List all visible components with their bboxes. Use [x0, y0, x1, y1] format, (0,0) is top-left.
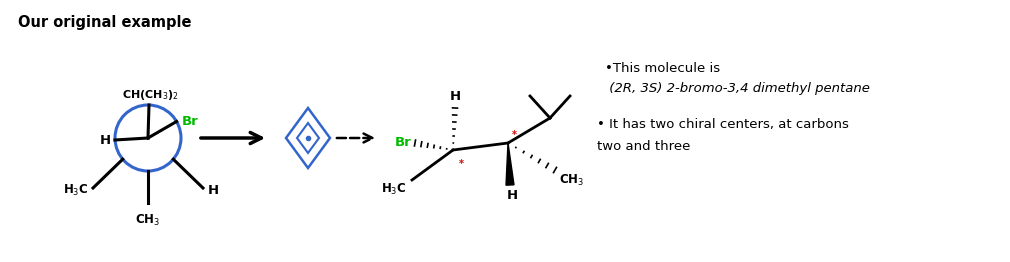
Text: Br: Br	[394, 137, 411, 150]
Text: CH$_3$: CH$_3$	[135, 213, 161, 228]
Text: two and three: two and three	[597, 140, 691, 153]
Text: CH$_3$: CH$_3$	[559, 173, 584, 188]
Text: (2R, 3S) 2-bromo-3,4 dimethyl pentane: (2R, 3S) 2-bromo-3,4 dimethyl pentane	[605, 82, 870, 95]
Text: H: H	[506, 189, 517, 202]
Text: Our original example: Our original example	[18, 15, 192, 30]
Text: •This molecule is: •This molecule is	[605, 62, 720, 75]
Text: H: H	[100, 134, 111, 146]
Text: *: *	[511, 130, 516, 140]
Text: H: H	[208, 183, 219, 196]
Text: H$_3$C: H$_3$C	[63, 182, 88, 198]
Text: CH(CH$_3$)$_2$: CH(CH$_3$)$_2$	[121, 88, 179, 102]
Text: H: H	[449, 90, 461, 103]
Text: H$_3$C: H$_3$C	[381, 182, 406, 197]
Polygon shape	[506, 143, 514, 185]
Text: Br: Br	[182, 115, 198, 128]
Text: *: *	[459, 159, 464, 169]
Text: • It has two chiral centers, at carbons: • It has two chiral centers, at carbons	[597, 118, 848, 131]
